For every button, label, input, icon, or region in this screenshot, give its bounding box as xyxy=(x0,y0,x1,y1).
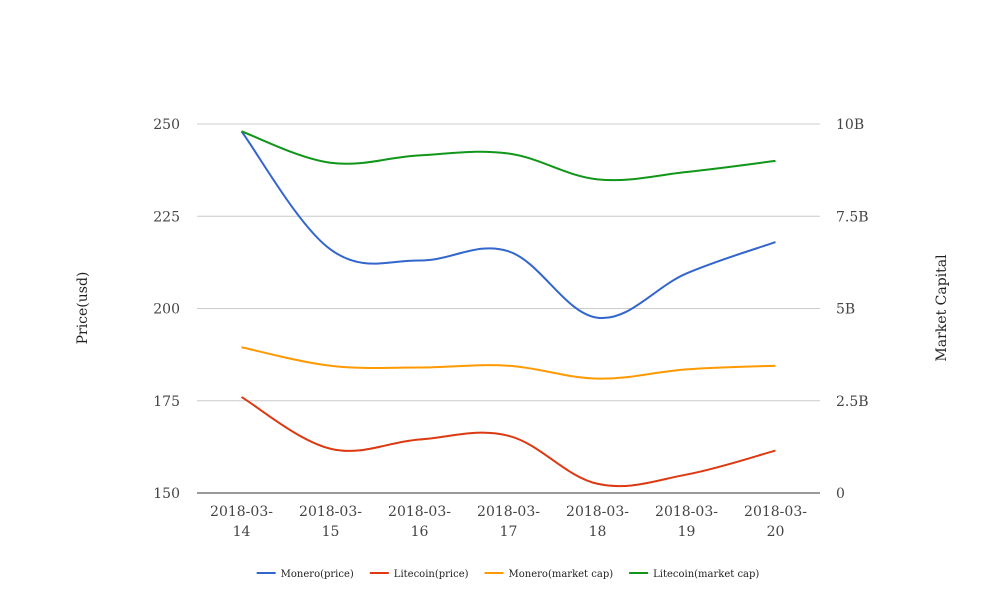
y-tick-label: 250 xyxy=(153,117,180,133)
series-line-litecoin-market-cap xyxy=(241,130,776,182)
y2-tick-label: 0 xyxy=(836,486,845,502)
y-tick-label: 225 xyxy=(153,209,180,225)
x-tick-label: 2018-03-20 xyxy=(744,504,807,540)
legend-label-monero-price: Monero(price) xyxy=(281,569,354,580)
y-tick-label: 200 xyxy=(153,302,180,318)
y-axis-title: Price(usd) xyxy=(75,272,91,345)
x-tick-label: 2018-03-15 xyxy=(299,504,362,540)
axes: 150 0 175 2.5B 200 5B 225 7.5B 250 10B 2018-03-14 2… xyxy=(153,117,868,540)
x-tick-label: 2018-03-17 xyxy=(477,504,540,540)
y-tick-label: 175 xyxy=(153,394,180,410)
y-tick-label: 150 xyxy=(153,486,180,502)
gridlines xyxy=(197,123,820,402)
legend: Monero(price) Litecoin(price) Monero(marke… xyxy=(256,569,759,580)
legend-label-litecoin-market-cap: Litecoin(market cap) xyxy=(653,569,759,580)
y2-tick-label: 5B xyxy=(836,302,855,318)
series-line-monero-price xyxy=(240,130,776,319)
series-line-monero-market-cap xyxy=(241,346,776,380)
x-tick-label: 2018-03-14 xyxy=(210,504,273,540)
y2-tick-label: 10B xyxy=(836,117,864,133)
x-tick-label: 2018-03-18 xyxy=(566,504,629,540)
x-tick-label: 2018-03-19 xyxy=(655,504,718,540)
series-line-litecoin-price xyxy=(240,396,776,488)
y2-tick-label: 7.5B xyxy=(836,209,869,225)
y2-tick-label: 2.5B xyxy=(836,394,869,410)
series-lines xyxy=(240,130,776,488)
legend-label-monero-market-cap: Monero(market cap) xyxy=(509,569,614,580)
x-tick-label: 2018-03-16 xyxy=(388,504,451,540)
legend-label-litecoin-price: Litecoin(price) xyxy=(394,569,469,580)
y2-axis-title: Market Capital xyxy=(934,254,950,362)
